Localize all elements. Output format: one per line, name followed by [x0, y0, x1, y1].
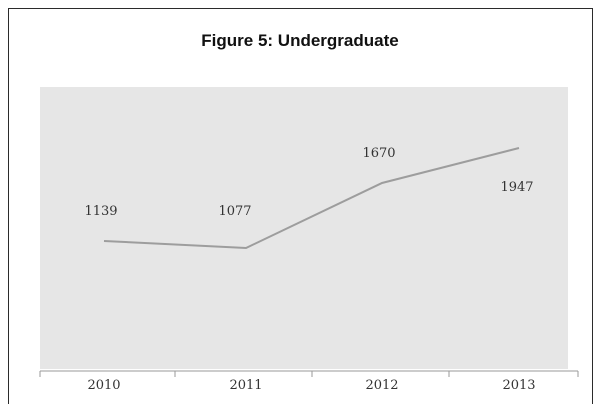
series-line [103, 147, 520, 250]
data-labels: 1139 1077 1670 1947 [84, 146, 533, 219]
x-tick-label: 2010 [87, 378, 120, 393]
data-label: 1947 [500, 180, 533, 195]
data-label: 1077 [218, 204, 251, 219]
x-tick-label: 2012 [365, 378, 398, 393]
data-label: 1139 [84, 204, 117, 219]
x-axis-ticks [39, 371, 579, 377]
x-tick-label: 2011 [229, 378, 262, 393]
chart-title: Figure 5: Undergraduate [201, 31, 399, 50]
x-tick-labels: 2010 2011 2012 2013 [87, 378, 535, 393]
data-label: 1670 [362, 146, 395, 161]
x-tick-label: 2013 [502, 378, 535, 393]
plot-area [40, 87, 568, 369]
